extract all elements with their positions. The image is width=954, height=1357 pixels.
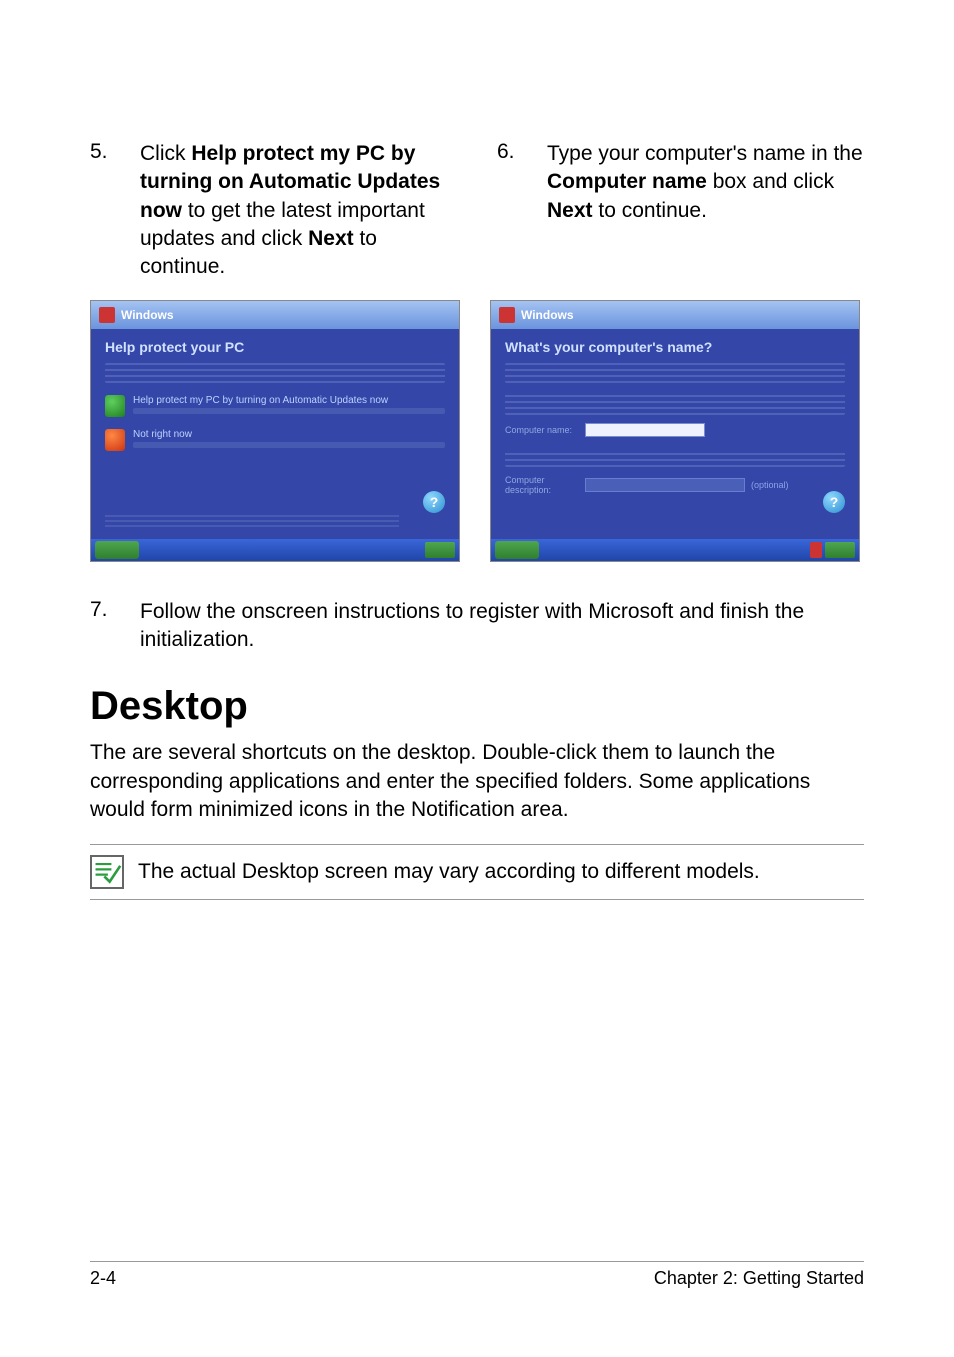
ss2-blur-3	[505, 449, 845, 467]
shield-red-icon	[105, 429, 125, 451]
step-7-number: 7.	[90, 598, 140, 655]
ss2-blur-1	[505, 363, 845, 383]
ss2-computer-input	[585, 423, 705, 437]
help-icon: ?	[423, 491, 445, 513]
step-5-text: Click Help protect my PC by turning on A…	[140, 140, 457, 282]
step-6-bold: Computer name	[547, 170, 707, 193]
step-5-bold2: Next	[308, 227, 354, 250]
ss1-tray	[425, 542, 455, 558]
step-6-number: 6.	[497, 140, 547, 282]
start-button-icon	[495, 541, 539, 559]
ss2-computer-name-row: Computer name:	[505, 423, 845, 437]
screenshot-help-protect: Windows Help protect your PC Help protec…	[90, 300, 460, 562]
shield-green-icon	[105, 395, 125, 417]
ss2-optional: (optional)	[751, 480, 789, 490]
ss1-option1-textwrap: Help protect my PC by turning on Automat…	[133, 395, 445, 414]
step-6-mid: box and click	[707, 170, 834, 193]
ss2-body: What's your computer's name? Computer na…	[491, 329, 859, 561]
tray-button-icon	[825, 542, 855, 558]
ss1-option1-sub	[133, 408, 445, 414]
ss2-titlebar: Windows	[491, 301, 859, 329]
step-5-pre: Click	[140, 142, 191, 165]
ss2-tray	[810, 542, 855, 558]
step-5: 5. Click Help protect my PC by turning o…	[90, 140, 457, 282]
note-box: The actual Desktop screen may vary accor…	[90, 844, 864, 900]
desktop-paragraph: The are several shortcuts on the desktop…	[90, 739, 864, 824]
ss1-taskbar	[91, 539, 459, 561]
page-content: 5. Click Help protect my PC by turning o…	[0, 0, 954, 900]
windows-flag-icon	[499, 307, 515, 323]
step-7-text: Follow the onscreen instructions to regi…	[140, 598, 864, 655]
ss1-footer-text	[105, 513, 399, 527]
ss2-taskbar	[491, 539, 859, 561]
step-5-number: 5.	[90, 140, 140, 282]
ss1-option2-title: Not right now	[133, 429, 445, 440]
step-6-text: Type your computer's name in the Compute…	[547, 140, 864, 282]
ss1-option2-sub	[133, 442, 445, 448]
ss2-desc-label: Computer description:	[505, 475, 585, 495]
step-6-pre: Type your computer's name in the	[547, 142, 863, 165]
start-button-icon	[95, 541, 139, 559]
ss2-blur-2	[505, 391, 845, 415]
page-number: 2-4	[90, 1268, 116, 1289]
ss2-desc-row: Computer description: (optional)	[505, 475, 845, 495]
note-text: The actual Desktop screen may vary accor…	[138, 855, 760, 886]
note-icon	[90, 855, 124, 889]
ss1-blur-intro	[105, 363, 445, 383]
ss1-heading: Help protect your PC	[105, 339, 445, 355]
tray-indicator-icon	[810, 542, 822, 558]
ss1-option1-title: Help protect my PC by turning on Automat…	[133, 395, 445, 406]
page-footer: 2-4 Chapter 2: Getting Started	[90, 1261, 864, 1289]
ss1-body: Help protect your PC Help protect my PC …	[91, 329, 459, 561]
step-6-post: to continue.	[593, 199, 707, 222]
windows-flag-icon	[99, 307, 115, 323]
tray-button-icon	[425, 542, 455, 558]
step-7: 7. Follow the onscreen instructions to r…	[90, 598, 864, 655]
ss1-option-2: Not right now	[105, 429, 445, 451]
ss2-computer-label: Computer name:	[505, 425, 585, 435]
step-5-mid: to get the latest important updates and …	[140, 199, 425, 250]
screenshot-computer-name: Windows What's your computer's name? Com…	[490, 300, 860, 562]
chapter-label: Chapter 2: Getting Started	[654, 1268, 864, 1289]
ss2-desc-input	[585, 478, 745, 492]
ss1-window-title: Windows	[121, 308, 174, 322]
help-icon: ?	[823, 491, 845, 513]
ss2-window-title: Windows	[521, 308, 574, 322]
step-6: 6. Type your computer's name in the Comp…	[497, 140, 864, 282]
screenshots-row: Windows Help protect your PC Help protec…	[90, 300, 864, 562]
ss1-option2-textwrap: Not right now	[133, 429, 445, 448]
steps-5-6-row: 5. Click Help protect my PC by turning o…	[90, 140, 864, 282]
ss1-titlebar: Windows	[91, 301, 459, 329]
ss1-option-1: Help protect my PC by turning on Automat…	[105, 395, 445, 417]
ss2-heading: What's your computer's name?	[505, 339, 845, 355]
desktop-heading: Desktop	[90, 684, 864, 729]
step-6-bold2: Next	[547, 199, 593, 222]
